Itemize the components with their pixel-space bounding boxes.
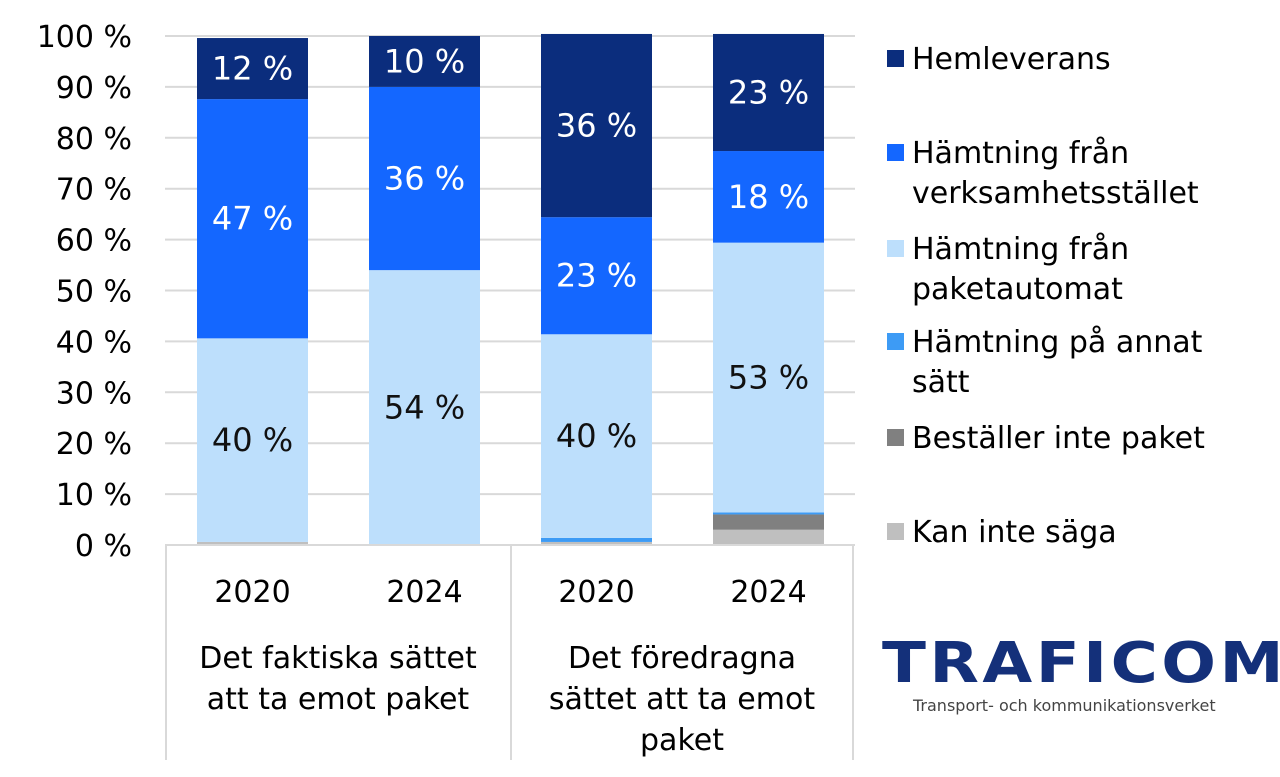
x-tick-label: 2020 xyxy=(558,575,634,610)
x-tick-label: 2024 xyxy=(730,575,806,610)
bar-segment xyxy=(713,529,824,545)
bar-segment xyxy=(369,270,480,545)
bar-segment xyxy=(713,242,824,513)
bar-segment xyxy=(541,33,652,218)
group-label: Det faktiska sättet xyxy=(199,641,477,676)
y-tick-label: 90 % xyxy=(56,71,132,106)
y-tick-label: 100 % xyxy=(37,20,132,55)
legend-label: Kan inte säga xyxy=(912,515,1117,550)
bar-segment xyxy=(541,537,652,542)
legend-swatch xyxy=(887,144,904,161)
y-tick-label: 30 % xyxy=(56,376,132,411)
bar-segment xyxy=(369,36,480,87)
legend-label: Beställer inte paket xyxy=(912,421,1205,456)
legend-label: sätt xyxy=(912,365,970,400)
bar-segment xyxy=(369,86,480,271)
x-tick-label: 2020 xyxy=(214,575,290,610)
bar-segment xyxy=(713,512,824,515)
legend-label: Hemleverans xyxy=(912,42,1111,77)
legend-swatch xyxy=(887,523,904,540)
y-tick-label: 20 % xyxy=(56,427,132,462)
y-tick-label: 40 % xyxy=(56,325,132,360)
bar-segment xyxy=(713,151,824,243)
logo-wordmark: TRAFICOM xyxy=(882,631,1280,696)
data-label: 36 % xyxy=(384,160,465,198)
group-label: Det föredragna xyxy=(568,641,796,676)
legend-label: paketautomat xyxy=(912,272,1123,307)
legend-label: verksamhetsstället xyxy=(912,176,1199,211)
group-label: paket xyxy=(640,723,724,758)
bar-segment xyxy=(713,33,824,152)
logo: TRAFICOM Transport- och kommunikationsve… xyxy=(882,636,1280,716)
legend-label: Hämtning från xyxy=(912,136,1129,171)
legend-label: Hämtning från xyxy=(912,232,1129,267)
data-label: 47 % xyxy=(212,200,293,238)
bar-segment xyxy=(541,334,652,538)
y-tick-label: 70 % xyxy=(56,173,132,208)
bar-segment xyxy=(541,217,652,335)
data-label: 40 % xyxy=(212,421,293,459)
bar-segment xyxy=(197,38,308,100)
legend-swatch xyxy=(887,429,904,446)
x-tick-label: 2024 xyxy=(386,575,462,610)
data-label: 10 % xyxy=(384,42,465,80)
group-label: sättet att ta emot xyxy=(549,682,815,717)
y-tick-label: 0 % xyxy=(75,529,132,564)
data-label: 18 % xyxy=(728,178,809,216)
bar-segment xyxy=(197,338,308,542)
data-label: 36 % xyxy=(556,107,637,145)
logo-subtitle: Transport- och kommunikationsverket xyxy=(913,696,1216,715)
legend-swatch xyxy=(887,240,904,257)
y-tick-label: 80 % xyxy=(56,122,132,157)
group-label: att ta emot paket xyxy=(207,682,470,717)
data-label: 40 % xyxy=(556,417,637,455)
bar-segment xyxy=(197,541,308,545)
legend-swatch xyxy=(887,50,904,67)
legend-label: Hämtning på annat xyxy=(912,325,1203,360)
data-label: 12 % xyxy=(212,50,293,88)
bar-segment xyxy=(197,99,308,339)
bar-segment xyxy=(541,541,652,545)
y-tick-label: 50 % xyxy=(56,275,132,310)
data-label: 23 % xyxy=(728,73,809,111)
bar-segment xyxy=(713,514,824,530)
y-tick-label: 10 % xyxy=(56,478,132,513)
data-label: 23 % xyxy=(556,257,637,295)
legend-swatch xyxy=(887,333,904,350)
data-label: 53 % xyxy=(728,359,809,397)
y-tick-label: 60 % xyxy=(56,224,132,259)
data-label: 54 % xyxy=(384,389,465,427)
